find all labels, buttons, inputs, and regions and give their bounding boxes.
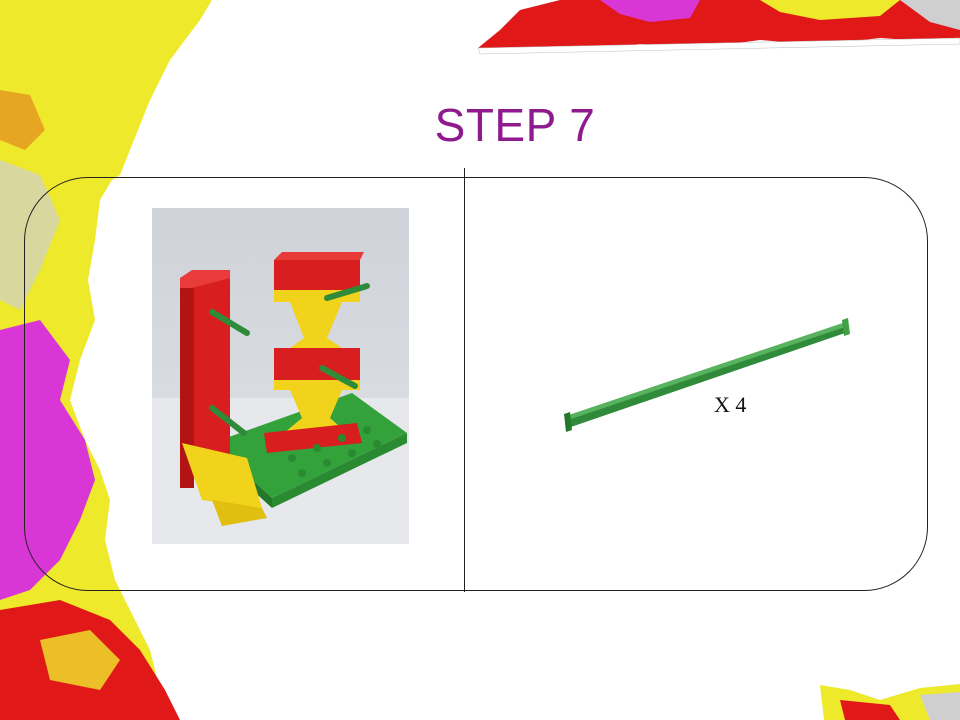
quantity-label: X 4	[714, 392, 747, 417]
page-title: STEP 7	[434, 99, 596, 151]
green-axle-rod	[564, 318, 850, 432]
panel-divider	[464, 168, 465, 592]
lego-model-photo	[152, 208, 409, 544]
instruction-frame	[24, 177, 928, 591]
